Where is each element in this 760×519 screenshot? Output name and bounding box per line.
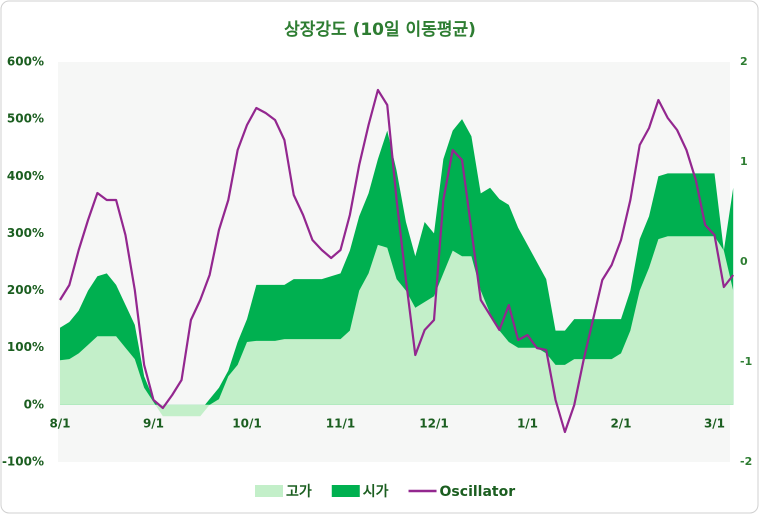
x-tick-label: 11/1	[326, 417, 355, 431]
y-tick-label: 500%	[7, 112, 44, 126]
y2-tick-label: -1	[740, 355, 752, 368]
x-tick-label: 1/1	[517, 417, 538, 431]
y-tick-label: 300%	[7, 226, 44, 240]
y2-tick-label: 2	[740, 55, 748, 68]
y2-tick-label: 1	[740, 155, 748, 168]
legend: 고가 시가 Oscillator	[255, 484, 515, 500]
legend-label: 고가	[286, 484, 312, 500]
x-tick-label: 10/1	[232, 417, 261, 431]
legend-swatch	[255, 485, 283, 497]
area	[60, 119, 734, 411]
y-tick-label: 200%	[7, 283, 44, 297]
y-tick-label: 400%	[7, 169, 44, 183]
y-tick-label: 100%	[7, 340, 44, 354]
legend-label: 시가	[363, 484, 389, 500]
x-tick-label: 12/1	[419, 417, 448, 431]
legend-label: Oscillator	[440, 484, 516, 500]
x-tick-label: 9/1	[143, 417, 164, 431]
area	[60, 236, 734, 417]
chart-title: 상장강도 (10일 이동평균)	[284, 20, 476, 40]
x-tick-label: 3/1	[704, 417, 725, 431]
y-tick-label: 0%	[24, 397, 44, 411]
x-tick-label: 8/1	[49, 417, 70, 431]
legend-swatch	[331, 485, 360, 497]
y-tick-label: -100%	[2, 455, 44, 469]
y2-tick-label: 0	[740, 255, 748, 268]
x-tick-label: 2/1	[610, 417, 631, 431]
line	[59, 88, 735, 434]
y-tick-label: 600%	[7, 55, 44, 69]
y2-tick-label: -2	[740, 455, 752, 468]
